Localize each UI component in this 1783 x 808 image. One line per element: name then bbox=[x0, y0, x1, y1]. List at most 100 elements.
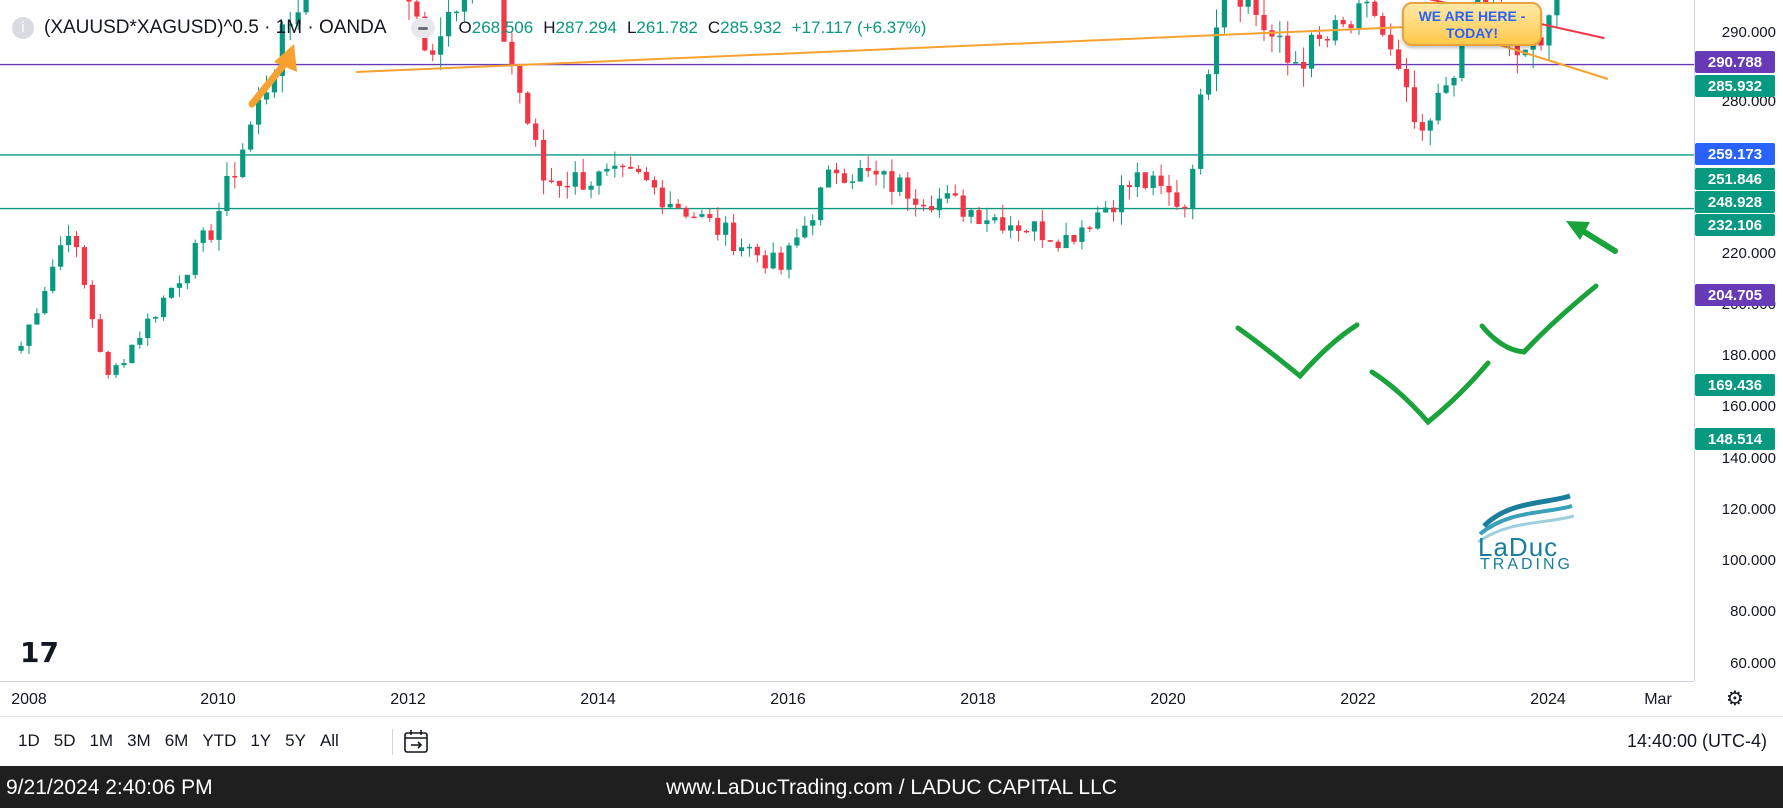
candle-body bbox=[628, 166, 634, 169]
candle-body bbox=[73, 235, 80, 248]
range-3m-button[interactable]: 3M bbox=[127, 731, 151, 750]
price-tick: 60.000 bbox=[1730, 655, 1776, 672]
left-shoulder-swoosh bbox=[1235, 322, 1360, 380]
price-tick: 180.000 bbox=[1721, 347, 1776, 364]
candle-body bbox=[857, 167, 863, 182]
time-label: 2010 bbox=[200, 691, 236, 708]
price-tag-259173: 259.173 bbox=[1695, 143, 1775, 165]
settings-gear-icon[interactable]: ⚙ bbox=[1726, 686, 1744, 710]
range-1d-button[interactable]: 1D bbox=[18, 731, 40, 750]
candle-body bbox=[240, 149, 246, 178]
watermark-line2: TRADING bbox=[1480, 556, 1573, 573]
candle-body bbox=[1055, 241, 1061, 249]
close-value: 285.932 bbox=[720, 18, 782, 37]
candle-body bbox=[414, 1, 420, 17]
time-axis[interactable]: 2008 2010 2012 2014 2016 2018 2020 2022 … bbox=[0, 681, 1694, 716]
candle-body bbox=[596, 171, 602, 186]
candle-body bbox=[968, 210, 974, 217]
candle-body bbox=[754, 246, 760, 256]
candle-body bbox=[604, 168, 610, 172]
candle-body bbox=[129, 344, 135, 364]
info-circle-icon[interactable]: i bbox=[12, 17, 34, 39]
candle-body bbox=[897, 177, 903, 192]
candle-body bbox=[1403, 68, 1410, 88]
time-label: 2022 bbox=[1340, 691, 1376, 708]
range-1m-button[interactable]: 1M bbox=[89, 731, 114, 750]
range-1y-button[interactable]: 1Y bbox=[250, 731, 272, 750]
candle-body bbox=[1459, 23, 1465, 78]
candle-body bbox=[667, 203, 673, 208]
footer-timestamp: 9/21/2024 2:40:06 PM bbox=[6, 776, 213, 799]
candle-body bbox=[786, 245, 792, 270]
price-tag-204705: 204.705 bbox=[1695, 284, 1775, 306]
candle-body bbox=[1221, 0, 1228, 28]
candle-body bbox=[105, 351, 111, 375]
open-key: O bbox=[458, 18, 472, 37]
collapse-legend-button[interactable] bbox=[410, 18, 435, 38]
candle-body bbox=[1095, 212, 1101, 229]
price-chart[interactable] bbox=[0, 0, 1694, 681]
candle-body bbox=[1253, 0, 1259, 15]
price-tick: 140.000 bbox=[1721, 450, 1776, 467]
symbol-title[interactable]: (XAUUSD*XAGUSD)^0.5 · 1M · OANDA bbox=[44, 17, 387, 38]
candle-body bbox=[1142, 172, 1148, 188]
candle-body bbox=[564, 185, 570, 188]
candle-body bbox=[1538, 37, 1544, 46]
footer-bar: 9/21/2024 2:40:06 PM www.LaDucTrading.co… bbox=[0, 766, 1783, 808]
price-scale[interactable]: 290.000 280.000 220.000 200.000 180.000 … bbox=[1694, 0, 1783, 681]
range-5d-button[interactable]: 5D bbox=[53, 731, 76, 750]
candle-body bbox=[588, 185, 594, 190]
candle-body bbox=[89, 284, 95, 320]
ohlc-values: O268.506 H287.294 L261.782 C285.932 +17.… bbox=[459, 18, 927, 38]
candle-body bbox=[905, 177, 911, 199]
candle-body bbox=[153, 317, 159, 319]
candle-body bbox=[263, 92, 270, 100]
calendar-goto-icon[interactable] bbox=[402, 729, 430, 755]
candle-body bbox=[208, 230, 214, 240]
candle-body bbox=[216, 211, 222, 240]
tradingview-logo[interactable]: 17 bbox=[20, 636, 59, 669]
range-ytd-button[interactable]: YTD bbox=[202, 731, 237, 750]
candle-body bbox=[643, 172, 650, 181]
candle-body bbox=[97, 319, 103, 352]
range-5y-button[interactable]: 5Y bbox=[285, 731, 306, 750]
candle-body bbox=[976, 210, 982, 225]
price-tag-232106: 232.106 bbox=[1695, 214, 1775, 236]
price-tick: 220.000 bbox=[1721, 245, 1776, 262]
candle-body bbox=[501, 0, 507, 42]
clock-timezone[interactable]: 14:40:00 (UTC-4) bbox=[1626, 731, 1767, 751]
range-6m-button[interactable]: 6M bbox=[164, 731, 189, 750]
callout-line2: TODAY! bbox=[1445, 25, 1499, 41]
candle-body bbox=[255, 99, 262, 125]
high-value: 287.294 bbox=[555, 18, 617, 37]
candle-body bbox=[1126, 185, 1133, 188]
we-are-here-callout: WE ARE HERE - TODAY! bbox=[1402, 2, 1542, 46]
candle-body bbox=[1166, 185, 1172, 193]
candle-body bbox=[730, 222, 737, 252]
candle-body bbox=[137, 338, 143, 345]
time-label: 2018 bbox=[960, 691, 996, 708]
candle-body bbox=[873, 170, 879, 175]
candle-body bbox=[1451, 77, 1457, 86]
price-tick: 100.000 bbox=[1721, 552, 1776, 569]
candle-body bbox=[248, 124, 254, 150]
candle-body bbox=[802, 225, 808, 238]
candle-body bbox=[580, 172, 586, 190]
time-label: 2008 bbox=[11, 691, 47, 708]
candle-body bbox=[1435, 92, 1441, 121]
candle-body bbox=[1324, 38, 1330, 41]
range-all-button[interactable]: All bbox=[319, 731, 339, 750]
candle-body bbox=[691, 216, 697, 219]
price-tag-251846: 251.846 bbox=[1695, 168, 1775, 190]
candle-body bbox=[920, 204, 927, 207]
orange-arrow-head bbox=[274, 44, 297, 72]
candle-body bbox=[525, 92, 531, 124]
range-buttons: 1D 5D 1M 3M 6M YTD 1Y 5Y All bbox=[12, 727, 345, 755]
candle-body bbox=[533, 123, 539, 140]
time-label: 2020 bbox=[1150, 691, 1186, 708]
time-label: 2024 bbox=[1530, 691, 1566, 708]
price-tag-290788: 290.788 bbox=[1695, 51, 1775, 73]
candle-body bbox=[1348, 24, 1354, 29]
candle-body bbox=[833, 169, 840, 174]
candle-body bbox=[620, 165, 626, 168]
